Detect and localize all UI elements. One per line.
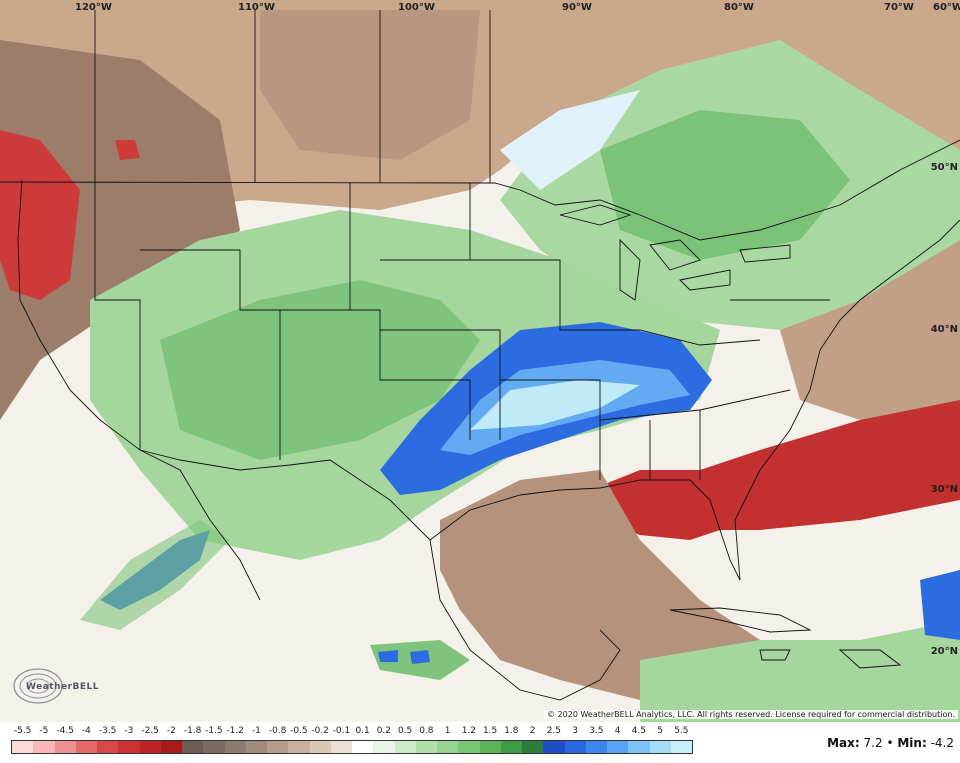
legend-swatch: [203, 741, 225, 753]
caribbean-islands: [669, 607, 902, 669]
legend-tick-label: 1: [444, 726, 451, 736]
anomaly-fields: [0, 0, 960, 722]
min-label: Min:: [897, 736, 927, 750]
legend-swatch: [479, 741, 501, 753]
legend-swatch: [54, 741, 76, 753]
legend-swatch: [585, 741, 607, 753]
legend-swatch: [500, 741, 522, 753]
longitude-label: 110°W: [238, 2, 275, 13]
legend-swatch: [309, 741, 331, 753]
map-canvas: [0, 0, 960, 722]
legend-swatch: [224, 741, 246, 753]
great-lakes: [559, 204, 791, 301]
legend-tick-label: 4: [614, 726, 621, 736]
latitude-label: 40°N: [930, 324, 958, 335]
legend-tick-label: 1.5: [482, 726, 498, 736]
longitude-label: 90°W: [562, 2, 592, 13]
legend-swatch: [75, 741, 97, 753]
legend-swatch: [118, 741, 140, 753]
legend-tick-label: 1.2: [461, 726, 477, 736]
legend-tick-label: -1.5: [205, 726, 223, 736]
legend-swatch: [182, 741, 204, 753]
boundary-lines: [0, 10, 960, 701]
longitude-label: 100°W: [398, 2, 435, 13]
legend-tick-label: 5: [657, 726, 663, 736]
legend-swatch: [670, 741, 692, 753]
legend-tick-label: -5: [39, 726, 49, 736]
longitude-label: 70°W: [884, 2, 914, 13]
legend-swatch: [373, 741, 395, 753]
legend-swatch: [564, 741, 586, 753]
legend-tick-label: -2: [166, 726, 176, 736]
max-value: 7.2: [863, 736, 883, 750]
legend-swatch: [33, 741, 55, 753]
legend-tick-label: -0.8: [268, 726, 287, 736]
legend-tick-label: -1: [251, 726, 261, 736]
legend-tick-labels: -5.5 -5 -4.5 -4 -3.5 -3 -2.5 -2 -1.8 -1.5 -1.2 -1 -0…: [11, 726, 691, 740]
legend-swatch: [607, 741, 629, 753]
min-value: -4.2: [930, 736, 954, 750]
legend-tick-label: -3: [124, 726, 134, 736]
legend-tick-label: 0.2: [376, 726, 392, 736]
legend-tick-label: -2.5: [141, 726, 159, 736]
legend-swatch: [330, 741, 352, 753]
legend-swatch: [160, 741, 182, 753]
legend-tick-label: -0.5: [290, 726, 308, 736]
legend-tick-label: 2: [529, 726, 536, 736]
latitude-label: 20°N: [930, 646, 958, 657]
latitude-label: 30°N: [930, 484, 958, 495]
max-label: Max:: [827, 736, 860, 750]
longitude-label: 60°W: [933, 2, 960, 13]
legend-swatch: [628, 741, 650, 753]
longitude-label: 80°W: [724, 2, 754, 13]
legend-swatch: [437, 741, 459, 753]
logo-text: WeatherBELL: [26, 682, 100, 692]
longitude-label: 120°W: [75, 2, 112, 13]
legend-tick-label: -4.5: [56, 726, 74, 736]
legend-swatch: [97, 741, 119, 753]
legend-swatch: [649, 741, 671, 753]
legend-swatch: [522, 741, 544, 753]
legend-swatch: [267, 741, 289, 753]
legend-swatch: [394, 741, 416, 753]
legend-tick-label: 4.5: [631, 726, 647, 736]
legend-swatch: [12, 741, 34, 753]
precipitation-anomaly-map: 120°W 110°W 100°W 90°W 80°W 70°W 60°W 50…: [0, 0, 960, 722]
latitude-label: 50°N: [930, 162, 958, 173]
legend-tick-label: -0.2: [311, 726, 329, 736]
separator: •: [886, 736, 894, 750]
legend-swatch: [139, 741, 161, 753]
legend-tick-label: 5.5: [674, 726, 689, 736]
weatherbell-logo: WeatherBELL: [10, 664, 100, 708]
legend-swatch: [543, 741, 565, 753]
legend-tick-label: 2.5: [546, 726, 562, 736]
logo-swirl-icon: [13, 668, 63, 704]
legend-color-bar: [11, 740, 693, 754]
legend-swatch: [415, 741, 437, 753]
legend-tick-label: -1.8: [183, 726, 202, 736]
legend-tick-label: -4: [81, 726, 91, 736]
legend-swatch: [458, 741, 480, 753]
legend-tick-label: 3.5: [589, 726, 604, 736]
legend-swatch: [288, 741, 310, 753]
copyright-notice: © 2020 WeatherBELL Analytics, LLC. All r…: [544, 710, 958, 719]
legend-tick-label: -3.5: [98, 726, 117, 736]
legend-tick-label: 0.5: [397, 726, 413, 736]
legend-tick-label: -0.1: [332, 726, 351, 736]
legend-swatch: [352, 741, 374, 753]
color-legend: -5.5 -5 -4.5 -4 -3.5 -3 -2.5 -2 -1.8 -1.5 -1.2 -1 -0…: [0, 722, 960, 763]
legend-swatch: [245, 741, 267, 753]
legend-tick-label: -5.5: [13, 726, 32, 736]
legend-tick-label: 0.1: [355, 726, 370, 736]
max-min-readout: Max: 7.2 • Min: -4.2: [827, 736, 954, 750]
legend-tick-label: 1.8: [504, 726, 519, 736]
legend-tick-label: -1.2: [226, 726, 244, 736]
legend-tick-label: 0.8: [419, 726, 434, 736]
legend-tick-label: 3: [572, 726, 578, 736]
